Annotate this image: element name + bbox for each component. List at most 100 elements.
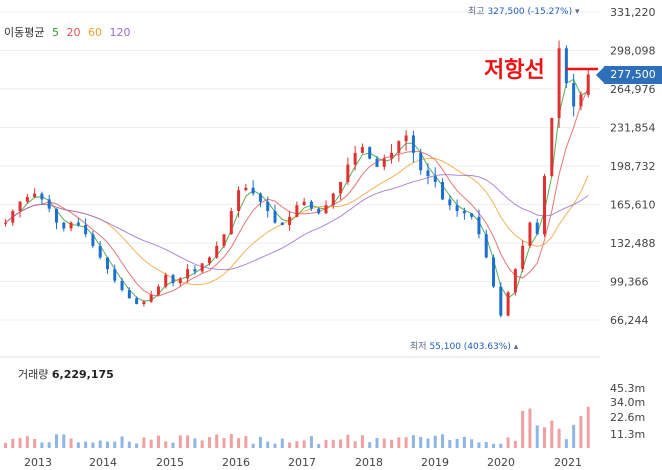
candle	[462, 211, 466, 214]
y-tick-label: 66,244	[610, 314, 649, 327]
volume-bar	[171, 442, 175, 448]
candle	[207, 257, 211, 264]
volume-bar	[178, 435, 182, 448]
candle	[572, 83, 576, 107]
x-tick-label: 2018	[355, 456, 383, 469]
candle	[54, 208, 58, 223]
volume-bar	[579, 416, 583, 448]
volume-bar	[448, 440, 452, 448]
volume-bar	[215, 434, 219, 448]
volume-bar	[513, 440, 517, 448]
candle	[200, 263, 204, 272]
ma-legend: 이동평균 5 20 60 120	[4, 24, 134, 40]
candle	[229, 211, 233, 235]
volume-bar	[295, 441, 299, 448]
y-tick-label: 165,610	[610, 199, 656, 212]
candle	[91, 234, 95, 246]
candle	[33, 193, 37, 198]
x-tick-label: 2019	[421, 456, 449, 469]
candle	[135, 298, 139, 305]
candle	[513, 269, 517, 293]
candle	[309, 201, 313, 209]
volume-bar	[120, 436, 124, 448]
volume-bar	[375, 437, 379, 448]
candle	[4, 222, 7, 224]
y-tick-label: 99,366	[610, 276, 649, 289]
volume-bar	[135, 443, 139, 448]
candle	[484, 234, 488, 258]
volume-bar	[69, 438, 73, 448]
volume-bar	[76, 442, 80, 448]
volume-bar	[331, 439, 335, 448]
volume-bar	[528, 408, 532, 448]
ma-legend-5: 5	[51, 26, 59, 39]
y-tick-label: 331,220	[610, 6, 656, 19]
candles	[4, 40, 590, 318]
candle	[142, 301, 146, 305]
candle	[18, 201, 22, 212]
candle	[426, 170, 430, 177]
x-tick-label: 2013	[24, 456, 52, 469]
volume-bar	[455, 438, 459, 448]
volume-bar	[550, 420, 554, 448]
y-tick-label: 198,732	[610, 160, 656, 173]
candle	[353, 152, 357, 165]
x-tick-label: 2017	[288, 456, 316, 469]
candle	[105, 257, 109, 270]
candle	[171, 274, 175, 284]
candle	[302, 201, 306, 206]
candle	[499, 286, 503, 316]
volume-bar	[506, 437, 510, 448]
candle	[331, 193, 335, 206]
volume-bar	[484, 441, 488, 448]
candle	[433, 176, 437, 182]
volume-bar	[229, 434, 233, 448]
volume-tick-label: 34.0m	[610, 396, 645, 409]
volume-bar	[288, 442, 292, 448]
candle	[360, 147, 364, 153]
candle	[62, 222, 66, 229]
candle	[156, 286, 160, 295]
candle	[441, 181, 445, 200]
candle	[492, 257, 496, 287]
current-price-badge: 277,500	[596, 66, 662, 84]
volume-bar	[4, 442, 7, 448]
y-tick-label: 264,976	[610, 83, 656, 96]
volume-bar	[258, 437, 262, 448]
candle	[579, 94, 583, 107]
volume-bar	[302, 440, 306, 448]
volume-bar	[462, 436, 466, 448]
candle	[69, 222, 73, 229]
volume-bar	[339, 439, 343, 448]
volume-value: 6,229,175	[51, 368, 114, 381]
volume-bar	[193, 438, 197, 448]
volume-bar	[564, 439, 568, 448]
volume-bar	[164, 441, 168, 448]
ma-line	[5, 157, 589, 286]
candle	[324, 205, 328, 214]
volume-bar	[368, 442, 372, 448]
volume-bar	[25, 436, 29, 448]
candle	[557, 48, 561, 119]
volume-bar	[33, 439, 37, 448]
volume-bars	[4, 406, 590, 448]
candle	[76, 222, 80, 225]
candle	[127, 290, 131, 299]
candle	[390, 152, 394, 159]
candle	[288, 216, 292, 225]
candle	[149, 294, 153, 302]
candle	[564, 48, 568, 84]
low-label: 최저	[410, 342, 427, 352]
volume-bar	[404, 437, 408, 448]
volume-bar	[244, 436, 248, 448]
volume-bar	[149, 439, 153, 448]
candle	[258, 193, 262, 202]
volume-bar	[360, 435, 364, 448]
volume-bar	[237, 438, 241, 448]
volume-bar	[586, 406, 590, 448]
high-value: 327,500 (-15.27%)	[487, 7, 573, 17]
candle	[113, 269, 117, 281]
volume-bar	[47, 442, 51, 448]
y-tick-label: 298,098	[610, 45, 656, 58]
resistance-label: 저항선	[484, 58, 545, 83]
